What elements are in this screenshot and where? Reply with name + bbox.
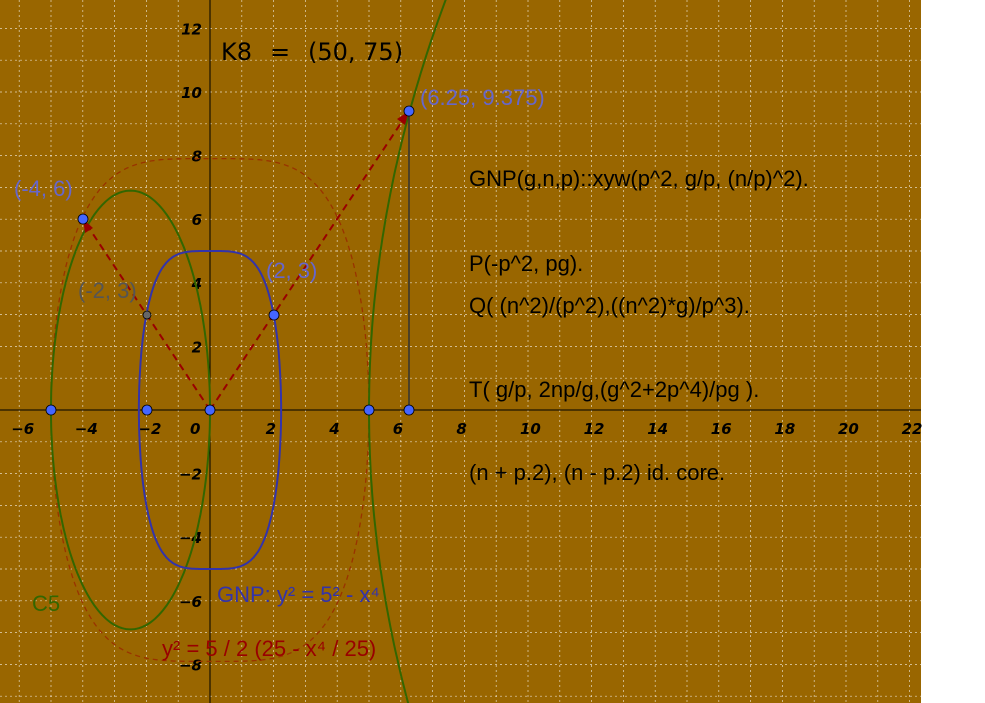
gnp-curve[interactable] (137, 250, 283, 570)
y-tick-label: 8 (192, 148, 202, 166)
point-x-m5[interactable] (45, 404, 57, 416)
x-tick-labels: −6 −4 −2 0 2 4 6 8 10 12 14 16 18 20 22 (11, 420, 922, 438)
k8-equals: = (270, 38, 290, 66)
y-tick-label: −2 (179, 466, 202, 484)
x-tick-label: 18 (774, 420, 795, 438)
c5-curve-right-branch[interactable] (368, 0, 459, 703)
point-origin[interactable] (204, 404, 216, 416)
x-tick-label: 6 (393, 420, 403, 438)
text-t-point: T( g/p, 2np/g,(g^2+2p^4)/pg ). (469, 377, 759, 402)
label-point-m4-6: (-4, 6) (14, 176, 73, 201)
k8-value: (50, 75) (308, 38, 403, 66)
y-tick-label: 10 (181, 84, 202, 102)
label-point-m2-3: (-2, 3) (78, 278, 137, 303)
point-x-m2[interactable] (141, 404, 153, 416)
label-point-6-25: (6.25, 9.375) (420, 85, 545, 110)
x-tick-label: 16 (711, 420, 732, 438)
label-gnp-equation: GNP: y² = 5² - x⁴ (217, 582, 380, 607)
x-tick-label: 4 (328, 420, 339, 438)
x-tick-label: −6 (11, 420, 34, 438)
point-2-3[interactable] (268, 309, 280, 321)
label-c5: C5 (32, 591, 60, 616)
y-tick-label: 2 (192, 338, 202, 356)
k8-label-group[interactable]: K8 = (50, 75) (221, 38, 403, 66)
y-tick-label: −4 (179, 529, 202, 547)
x-tick-label: 14 (647, 420, 668, 438)
label-point-2-3: (2, 3) (266, 258, 317, 283)
text-p-point: P(-p^2, pg). (469, 251, 583, 276)
y-tick-label: 12 (181, 20, 202, 38)
text-q-point: Q( (n^2)/(p^2),((n^2)*g)/p^3). (469, 293, 750, 318)
plot-background (0, 0, 921, 703)
y-tick-label: −6 (179, 593, 202, 611)
y-tick-label: 6 (192, 211, 202, 229)
x-tick-label: 10 (520, 420, 541, 438)
x-tick-label: 22 (902, 420, 923, 438)
x-tick-label: 2 (266, 420, 276, 438)
point-m4-6[interactable] (77, 213, 89, 225)
text-id-core: (n + p.2), (n - p.2) id. core. (469, 460, 725, 485)
grid (0, 0, 921, 703)
x-tick-label: −2 (138, 420, 161, 438)
x-tick-label: 12 (584, 420, 605, 438)
point-x-6-25[interactable] (403, 404, 415, 416)
x-tick-label: 8 (456, 420, 466, 438)
label-dashed-equation: y² = 5 / 2 (25 - x⁴ / 25) (162, 636, 376, 661)
x-tick-label: −4 (75, 420, 98, 438)
y-tick-label: −8 (179, 656, 202, 674)
x-tick-label: 0 (190, 420, 200, 438)
point-m2-3[interactable] (142, 310, 152, 320)
axes (0, 0, 921, 703)
k8-name: K8 (221, 38, 252, 66)
point-6-25[interactable] (403, 105, 415, 117)
text-gnp-definition: GNP(g,n,p)::xyw(p^2, g/p, (n/p)^2). (469, 166, 809, 191)
x-tick-label: 20 (838, 420, 859, 438)
point-x-5[interactable] (363, 404, 375, 416)
